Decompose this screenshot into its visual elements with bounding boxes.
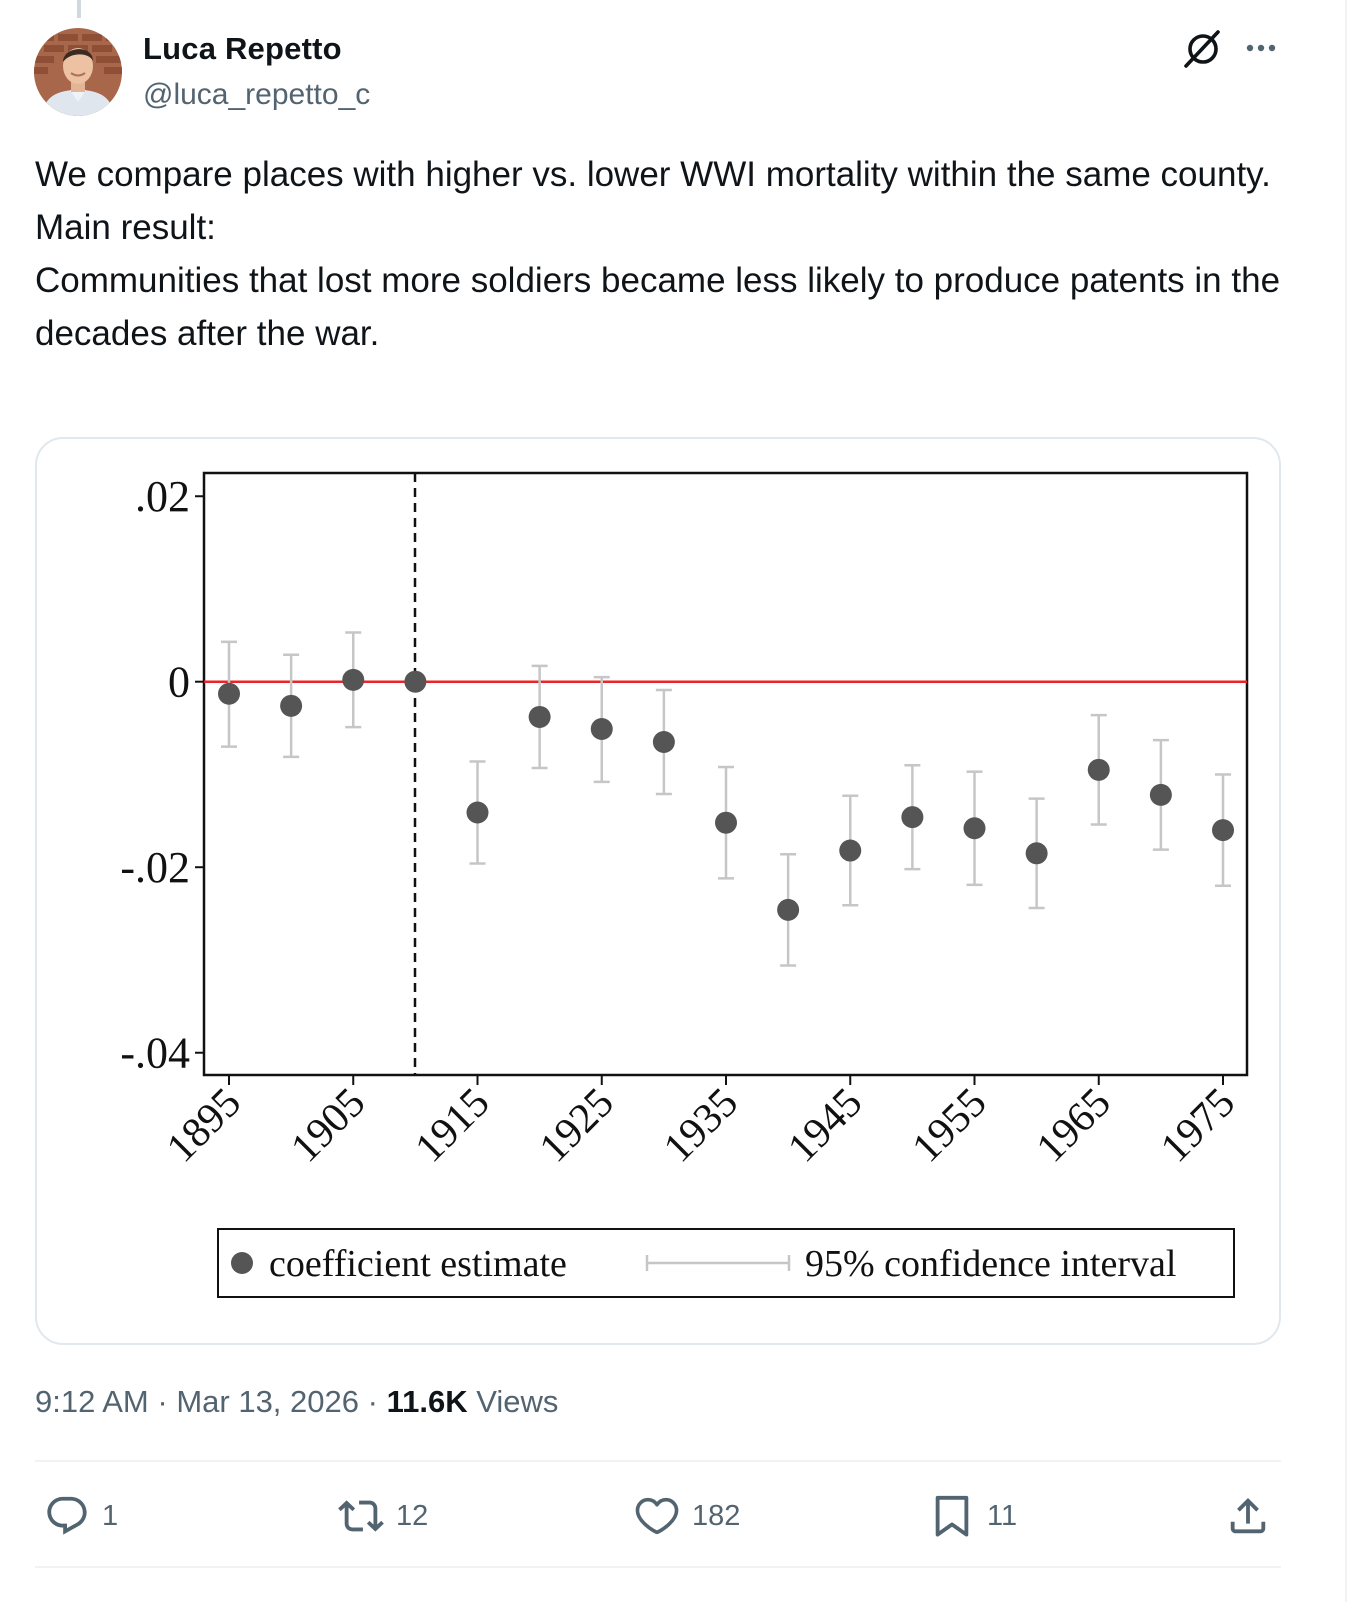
coefficient-point <box>1149 783 1172 806</box>
coefficient-point <box>963 817 986 840</box>
action-bar: 1 12 182 11 <box>0 1488 1347 1548</box>
x-tick-label: 1925 <box>531 1080 623 1172</box>
coefficient-point <box>280 694 303 717</box>
avatar-photo <box>34 28 122 116</box>
y-tick-label: .02 <box>135 472 190 521</box>
grok-slash-circle-icon[interactable] <box>1183 28 1223 68</box>
like-count: 182 <box>692 1499 741 1532</box>
coefficient-point <box>652 730 675 753</box>
coefficient-point <box>590 718 613 741</box>
y-tick-label: -.02 <box>120 843 190 892</box>
reply-button[interactable]: 1 <box>44 1488 118 1544</box>
coefficient-point <box>839 839 862 862</box>
x-tick-label: 1975 <box>1152 1080 1244 1172</box>
coefficient-plot: .02 0 -.02 -.04 1895 1905 1915 1925 1935 1945 195… <box>120 471 1249 1298</box>
post-date[interactable]: Mar 13, 2026 <box>176 1384 359 1419</box>
x-tick-label: 1915 <box>407 1080 499 1172</box>
bookmark-button[interactable]: 11 <box>929 1488 1017 1544</box>
like-button[interactable]: 182 <box>634 1488 740 1544</box>
post-text: We compare places with higher vs. lower … <box>35 148 1295 360</box>
y-tick-label: -.04 <box>120 1029 190 1078</box>
x-tick-label: 1905 <box>282 1080 374 1172</box>
coefficient-point <box>901 806 924 829</box>
reply-icon <box>47 1496 87 1535</box>
post-text-line: Main result: <box>35 208 216 247</box>
reply-count: 1 <box>102 1499 119 1532</box>
post-media-chart[interactable]: .02 0 -.02 -.04 1895 1905 1915 1925 1935 1945 195… <box>35 437 1281 1345</box>
coefficient-point <box>218 682 240 705</box>
meta-separator: · <box>157 1384 168 1419</box>
coefficient-point <box>1212 819 1234 842</box>
coefficient-point <box>404 670 427 693</box>
repost-button[interactable]: 12 <box>338 1488 428 1544</box>
bookmark-count: 11 <box>987 1499 1018 1532</box>
coefficient-point <box>777 898 800 921</box>
post-time[interactable]: 9:12 AM <box>35 1384 149 1419</box>
bookmark-icon <box>935 1495 969 1537</box>
x-tick-label: 1935 <box>655 1080 747 1172</box>
x-tick-label: 1965 <box>1028 1080 1120 1172</box>
coefficient-point <box>715 811 737 834</box>
more-dots-icon[interactable] <box>1242 32 1282 62</box>
coefficient-point <box>342 668 365 691</box>
timeline-border <box>1345 0 1347 1602</box>
post-meta: 9:12 AM · Mar 13, 2026 · 11.6K Views <box>35 1384 558 1420</box>
avatar[interactable] <box>34 28 122 116</box>
legend-point-label: coefficient estimate <box>269 1243 567 1285</box>
coefficient-point <box>528 705 551 728</box>
share-button[interactable] <box>1225 1488 1271 1544</box>
views-label: Views <box>476 1384 559 1419</box>
meta-separator: · <box>367 1384 378 1419</box>
author-handle[interactable]: @luca_repetto_c <box>143 78 371 111</box>
x-tick-label: 1955 <box>904 1080 996 1172</box>
coefficient-point <box>1087 758 1110 781</box>
meta-divider <box>35 1460 1281 1462</box>
author-name[interactable]: Luca Repetto <box>143 31 342 66</box>
coefficient-point <box>1025 842 1048 865</box>
repost-icon <box>338 1500 384 1532</box>
thread-connector-line <box>77 0 81 18</box>
coefficient-point <box>466 801 489 824</box>
y-tick-label: 0 <box>168 658 190 707</box>
legend-ci-label: 95% confidence interval <box>805 1243 1176 1285</box>
repost-count: 12 <box>396 1499 429 1532</box>
share-icon <box>1230 1497 1266 1534</box>
bottom-divider <box>35 1566 1281 1568</box>
x-tick-label: 1895 <box>158 1080 250 1172</box>
legend-point-marker <box>231 1252 253 1274</box>
post-text-line: We compare places with higher vs. lower … <box>35 155 1271 194</box>
heart-icon <box>635 1497 679 1535</box>
x-tick-label: 1945 <box>779 1080 871 1172</box>
views-count: 11.6K <box>386 1384 468 1419</box>
post-text-line: Communities that lost more soldiers beca… <box>35 261 1281 353</box>
